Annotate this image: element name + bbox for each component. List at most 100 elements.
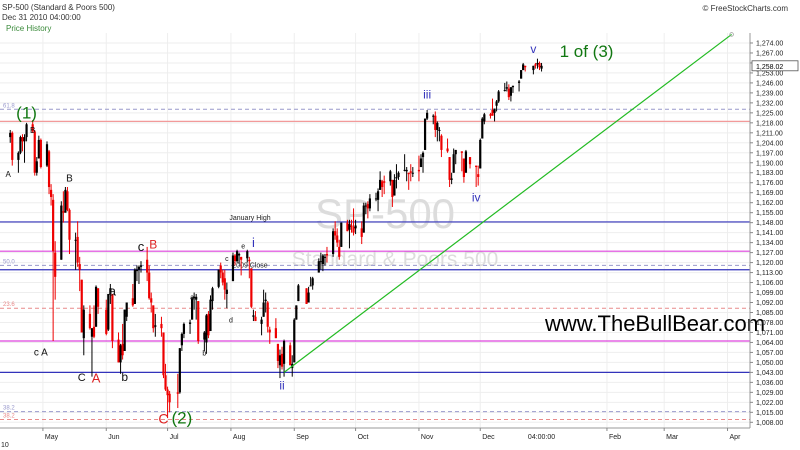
y-tick-label: 1,078.00	[756, 320, 783, 327]
fib-level-label: 61.8	[3, 103, 15, 109]
candle-body	[154, 325, 157, 327]
candle-body	[135, 269, 139, 272]
candle-body	[66, 191, 69, 210]
candle-body	[121, 343, 124, 356]
x-tick-label: Jul	[170, 434, 179, 441]
candle-body	[166, 389, 169, 396]
candle-body	[536, 62, 539, 65]
candle-body	[217, 269, 220, 287]
chart-date: Dec 31 2010 04:00:00	[2, 13, 81, 22]
last-price-box	[751, 60, 799, 72]
y-tick-label: 1,148.00	[756, 220, 783, 227]
candle-body	[436, 122, 439, 130]
candle-body	[248, 259, 251, 262]
candle-body	[464, 151, 468, 173]
candle-body	[407, 172, 410, 175]
candle-body	[409, 171, 412, 173]
candle-body	[211, 288, 214, 302]
candle-body	[403, 169, 406, 171]
y-tick-label: 1,120.00	[756, 260, 783, 267]
wave-label: ii	[279, 378, 284, 392]
x-tick-label: May	[45, 434, 59, 441]
x-tick-label: Nov	[421, 434, 434, 441]
y-tick-label: 1,162.00	[756, 200, 783, 207]
candle-body	[35, 161, 38, 173]
candle-body	[188, 322, 192, 324]
y-tick-label: 1,141.00	[756, 230, 783, 237]
x-tick-label: Sep	[296, 434, 309, 441]
fib-level-label: 23.6	[3, 302, 15, 308]
candle-body	[49, 189, 53, 197]
y-tick-label: 1,211.00	[756, 130, 783, 137]
candle-body	[162, 332, 165, 376]
candle-body	[440, 135, 443, 150]
candle-body	[139, 265, 143, 267]
y-tick-label: 1,099.00	[756, 290, 783, 297]
y-tick-label: 1,246.00	[756, 80, 783, 87]
candle-body	[517, 81, 521, 83]
y-tick-label: 1,008.00	[756, 420, 783, 427]
candle-body	[276, 343, 280, 361]
source-label[interactable]: © FreeStockCharts.com	[702, 4, 788, 13]
candle-body	[9, 132, 12, 138]
candle-body	[366, 204, 369, 209]
candle-body	[92, 326, 96, 337]
x-tick-label: Oct	[358, 434, 369, 441]
candle-body	[305, 288, 308, 304]
x-tick-label: Feb	[609, 434, 621, 441]
candle-body	[193, 296, 196, 299]
candle-body	[31, 124, 34, 132]
candle-body	[88, 313, 92, 329]
candle-body	[21, 137, 24, 142]
candle-body	[364, 205, 367, 207]
wave-label: a	[190, 295, 194, 302]
candle-body	[39, 139, 42, 168]
level-label: 2009 Close	[232, 263, 268, 270]
candle-body	[111, 293, 114, 342]
wave-label: c	[225, 256, 229, 263]
candle-body	[311, 278, 314, 286]
candle-body	[393, 179, 396, 196]
candle-body	[278, 355, 282, 366]
watermark-title: SP-500	[315, 190, 455, 237]
candle-body	[452, 154, 455, 173]
candle-body	[497, 91, 500, 102]
candle-body	[389, 171, 392, 182]
candle-body	[438, 129, 441, 131]
candle-body	[131, 298, 134, 306]
candle-body	[334, 231, 337, 236]
y-tick-label: 1,274.00	[756, 40, 783, 47]
y-tick-label: 1,225.00	[756, 110, 783, 117]
wave-label: iii	[423, 88, 431, 102]
candle-body	[152, 305, 155, 329]
candle-body	[164, 375, 167, 390]
y-tick-label: 1,267.00	[756, 50, 783, 57]
candle-body	[538, 62, 541, 68]
wave-label: A	[6, 170, 12, 179]
candle-body	[60, 205, 63, 260]
candle-body	[522, 64, 525, 71]
candle-body	[37, 139, 40, 159]
candle-body	[460, 151, 463, 153]
price-history-label: Price History	[6, 24, 52, 33]
wave-label: C	[78, 372, 86, 384]
y-tick-label: 1,176.00	[756, 180, 783, 187]
candle-body	[264, 299, 267, 302]
candle-body	[391, 179, 394, 197]
candle-body	[105, 309, 108, 334]
y-tick-label: 1,239.00	[756, 90, 783, 97]
candle-body	[360, 228, 363, 237]
candle-body	[505, 87, 508, 89]
candle-body	[260, 319, 263, 324]
last-price-label: 1,258.02	[756, 64, 783, 71]
candle-body	[295, 305, 298, 320]
x-tick-label: Apr	[730, 434, 742, 441]
y-tick-label: 1,127.00	[756, 250, 783, 257]
y-tick-label: 1,050.00	[756, 360, 783, 367]
wave-label: b	[202, 350, 206, 357]
candle-body	[495, 101, 498, 106]
candle-body	[25, 124, 28, 138]
candle-body	[68, 209, 71, 240]
